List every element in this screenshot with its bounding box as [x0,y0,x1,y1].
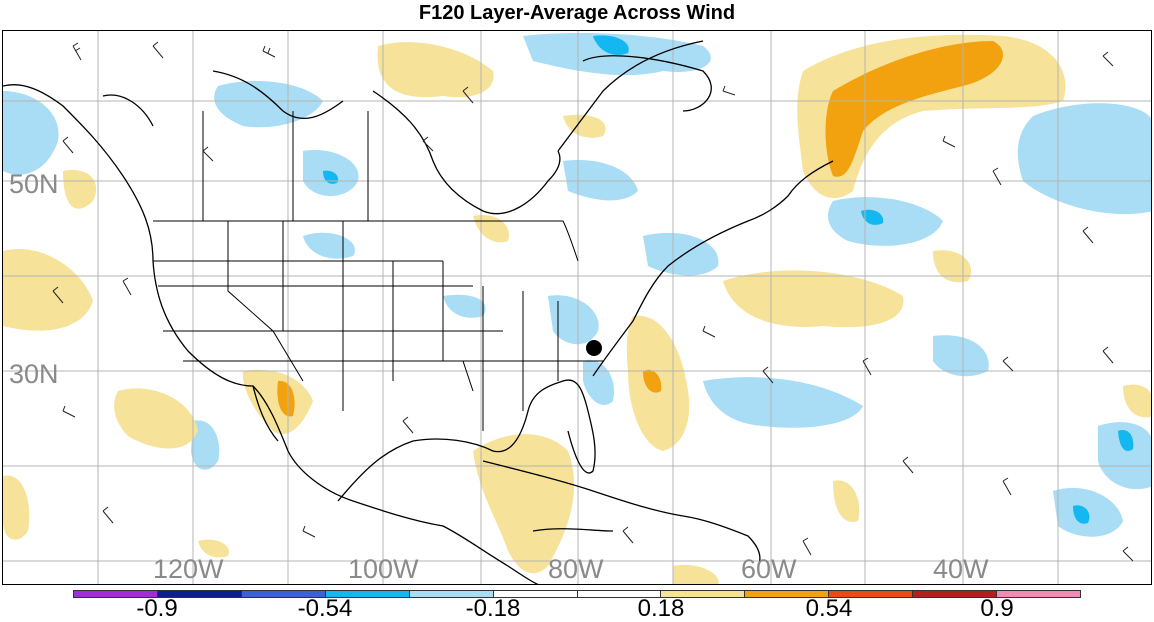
colorbar-swatch [409,591,494,597]
colorbar-swatch [829,591,914,597]
colorbar-tick-label: -0.54 [297,595,353,622]
strong-positive-core [277,380,295,417]
lat-label-50n: 50N [9,169,59,199]
negative-anomaly-area [563,160,638,201]
colorbar-tick-label: 0.54 [805,595,853,622]
negative-anomaly-area [443,294,486,318]
positive-anomaly-area [723,270,904,328]
strong-negative-core [1118,430,1134,451]
positive-anomaly-area [3,249,93,331]
colorbar-tick-label: 0.9 [980,595,1014,622]
colorbar-swatch [661,591,746,597]
negative-anomaly-area [3,91,59,175]
colorbar-tick-label: 0.18 [637,595,685,622]
negative-anomaly-area [191,420,220,470]
colorbar-labels: -0.9 -0.54 -0.18 0.18 0.54 0.9 [73,597,1081,621]
negative-anomaly-area [303,232,355,259]
strong-positive-core [825,41,1003,177]
strong-negative-core [861,209,884,225]
colorbar-swatch [157,591,242,597]
negative-anomaly-area [828,197,943,246]
negative-anomaly-area [214,81,323,128]
colorbar-swatch [325,591,410,597]
positive-anomaly-area [473,434,575,574]
lon-label-100w: 100W [348,554,419,584]
negative-anomaly-area [703,377,863,428]
wind-barbs [52,41,1134,562]
negative-anomaly-area [643,232,719,276]
graticule [3,31,1151,584]
positive-anomaly-area [563,114,606,138]
colorbar-swatch [241,591,326,597]
colorbar-swatch [577,591,662,597]
positive-anomaly-area [377,42,494,98]
positive-anomaly-area [63,170,97,209]
anomaly-shading [3,33,1151,584]
positive-anomaly-area [833,480,860,522]
coastlines [3,40,834,584]
colorbar-swatch [913,591,998,597]
negative-anomaly-area [548,295,599,345]
lon-label-120w: 120W [153,554,224,584]
negative-anomaly-area [1017,103,1151,215]
strong-positive-core [643,369,662,393]
lon-label-40w: 40W [933,554,989,584]
map-title: F120 Layer-Average Across Wind [418,2,736,24]
colorbar-swatch [745,591,830,597]
colorbar-tick-label: -0.18 [465,595,521,622]
colorbar-tick-label: -0.9 [136,595,178,622]
positive-anomaly-area [933,250,972,283]
positive-anomaly-area [198,539,229,558]
map-panel: 50N 30N 120W 100W 80W 60W 40W [2,30,1152,585]
strong-negative-core [593,35,629,56]
colorbar [73,590,1081,598]
positive-anomaly-area [114,388,198,449]
colorbar-swatch [493,591,578,597]
positive-anomaly-area [242,369,313,435]
positive-anomaly-area [1123,384,1151,418]
negative-anomaly-area [933,335,989,377]
colorbar-swatch [997,591,1081,597]
positive-anomaly-area [473,215,509,243]
colorbar-swatch [74,591,158,597]
strong-negative-core [1073,505,1090,524]
positive-anomaly-area [3,475,30,540]
positive-anomaly-area [673,565,719,584]
political-borders [153,111,603,431]
lon-label-60w: 60W [741,554,797,584]
map-canvas [3,31,1151,584]
lon-label-80w: 80W [548,554,604,584]
negative-anomaly-area [1098,422,1151,490]
lat-label-30n: 30N [9,359,59,389]
station-marker [586,340,602,356]
